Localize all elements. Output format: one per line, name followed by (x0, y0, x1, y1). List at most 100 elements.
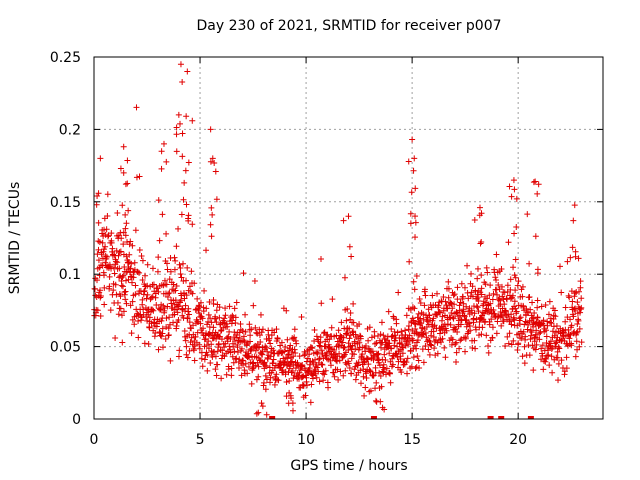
data-point (412, 185, 419, 192)
data-point (231, 305, 238, 312)
data-point (445, 285, 452, 292)
data-point (425, 321, 432, 328)
y-tick-label: 0.15 (50, 195, 81, 211)
data-point (542, 358, 549, 365)
data-point (489, 334, 496, 341)
data-point (471, 310, 478, 317)
data-point (200, 325, 207, 332)
data-point (283, 379, 290, 386)
data-point (348, 346, 355, 353)
data-point (125, 276, 132, 283)
data-point (412, 219, 419, 226)
data-point (138, 253, 145, 260)
data-point (441, 321, 448, 328)
data-point (135, 318, 142, 325)
data-point (543, 355, 550, 362)
data-point (350, 319, 357, 326)
data-point (114, 299, 121, 306)
data-point (104, 191, 111, 198)
data-point (497, 308, 504, 315)
data-point (236, 329, 243, 336)
data-point (263, 344, 270, 351)
data-point (227, 335, 234, 342)
data-point (422, 292, 429, 299)
data-point (219, 347, 226, 354)
data-point (578, 339, 585, 346)
data-point (163, 315, 170, 322)
data-point (257, 338, 264, 345)
data-point (508, 321, 515, 328)
data-point (398, 328, 405, 335)
data-point (189, 221, 196, 228)
data-point (566, 294, 573, 301)
data-point (119, 283, 126, 290)
data-point (267, 340, 274, 347)
y-tick-label: 0.25 (50, 50, 81, 66)
data-point (182, 167, 189, 174)
data-point (451, 301, 458, 308)
data-point (385, 308, 392, 315)
data-point (414, 353, 421, 360)
data-point (407, 210, 414, 217)
data-point (99, 239, 106, 246)
data-point (471, 216, 478, 223)
data-point (165, 331, 172, 338)
data-point (191, 343, 198, 350)
data-point (344, 305, 351, 312)
data-point (378, 344, 385, 351)
data-point (144, 261, 151, 268)
data-point (188, 325, 195, 332)
data-point (222, 312, 229, 319)
data-point (415, 310, 422, 317)
data-point (494, 291, 501, 298)
data-point (222, 305, 229, 312)
data-point (325, 384, 332, 391)
data-point (395, 289, 402, 296)
data-point (266, 379, 273, 386)
data-point (474, 275, 481, 282)
data-point (183, 343, 190, 350)
data-point (318, 361, 325, 368)
data-point (411, 320, 418, 327)
data-point (546, 298, 553, 305)
data-point (191, 357, 198, 364)
data-point (308, 381, 315, 388)
data-point (414, 330, 421, 337)
data-point (575, 255, 582, 262)
data-point (149, 293, 156, 300)
data-point (459, 293, 466, 300)
data-point (318, 255, 325, 262)
data-point (106, 283, 113, 290)
data-point (352, 376, 359, 383)
data-point (108, 239, 115, 246)
data-point (108, 230, 115, 237)
data-point (175, 303, 182, 310)
data-point (505, 239, 512, 246)
data-point (356, 332, 363, 339)
data-point (285, 351, 292, 358)
data-point (95, 246, 102, 253)
data-point (273, 326, 280, 333)
data-point (122, 288, 129, 295)
data-point (112, 281, 119, 288)
data-point (173, 131, 180, 138)
data-point (192, 333, 199, 340)
data-point (524, 326, 531, 333)
data-point (236, 356, 243, 363)
data-point (414, 314, 421, 321)
data-point (450, 315, 457, 322)
data-point (201, 343, 208, 350)
data-point (123, 220, 130, 227)
data-point (461, 313, 468, 320)
data-point (163, 324, 170, 331)
data-point (184, 354, 191, 361)
data-point (274, 335, 281, 342)
data-point (171, 254, 178, 261)
data-point (217, 327, 224, 334)
zero-value-marker (527, 416, 534, 419)
data-point (430, 333, 437, 340)
data-point (368, 334, 375, 341)
data-point (155, 346, 162, 353)
data-point (209, 155, 216, 162)
data-point (484, 269, 491, 276)
